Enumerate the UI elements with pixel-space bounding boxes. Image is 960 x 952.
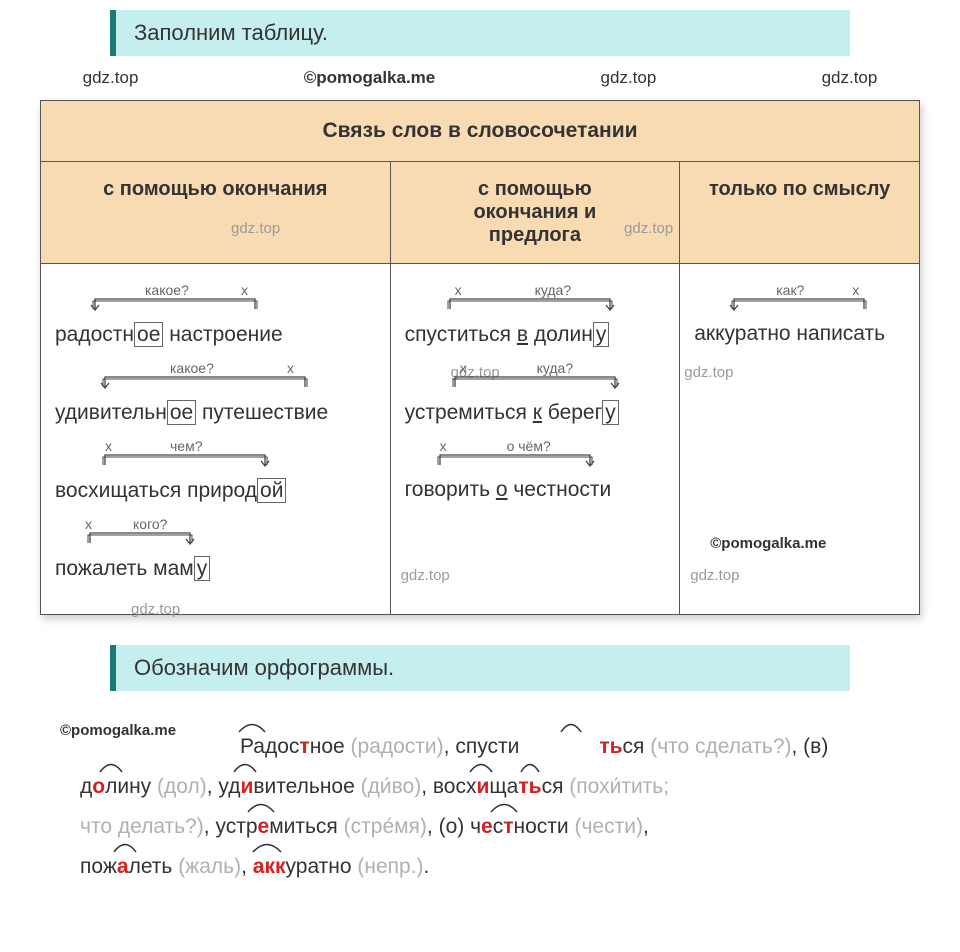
- x-mark: х: [455, 282, 462, 298]
- ortho-word: пожалеть: [80, 847, 172, 887]
- watermark: gdz.top: [83, 68, 139, 88]
- ending-box: ое: [134, 322, 163, 347]
- watermark: gdz.top: [131, 601, 180, 618]
- watermark: ©pomogalka.me: [304, 68, 436, 88]
- question-label: какое?: [170, 360, 214, 376]
- ending-box: у: [593, 322, 610, 347]
- x-mark: х: [460, 360, 467, 376]
- phrase-text: говорить о честности: [405, 478, 612, 502]
- ortho-word: ть: [518, 767, 541, 807]
- phrase-text: радостное настроение: [55, 322, 283, 347]
- watermark: ©pomogalka.me: [710, 535, 826, 552]
- header-text: с помощью: [401, 178, 670, 201]
- column-header-2: с помощью окончания и предлога gdz.top: [390, 162, 680, 264]
- arc-icon: [519, 761, 541, 773]
- question-label: как?: [776, 282, 804, 298]
- main-table: Связь слов в словосочетании с помощью ок…: [40, 100, 920, 615]
- cell-col2: х куда? спуститься в долину gdz.top х ку…: [390, 264, 680, 615]
- cell-col3: как? х аккуратно написать gdz.top ©pomog…: [680, 264, 920, 615]
- phrase-text: аккуратно написать: [694, 322, 885, 346]
- ortho-word: т: [503, 807, 513, 847]
- banner-text: Обозначим орфограммы.: [134, 655, 394, 680]
- watermark-row-top: gdz.top ©pomogalka.me gdz.top gdz.top: [0, 68, 960, 88]
- arrow-icon: [724, 297, 874, 311]
- arc-icon: [246, 801, 276, 813]
- ortho-line: пожалеть (жаль), аккуратно (непр.).: [80, 847, 880, 887]
- x-mark: х: [440, 438, 447, 454]
- arc-icon: [251, 841, 283, 853]
- arc-icon: [559, 721, 583, 733]
- arrow-icon: [430, 453, 600, 467]
- arc-icon: [489, 801, 519, 813]
- ending-box: у: [602, 400, 619, 425]
- phrase-text: устремиться к берегу: [405, 400, 619, 425]
- banner-fill-table: Заполним таблицу.: [110, 10, 850, 56]
- ortho-word: акк: [253, 847, 286, 887]
- watermark: gdz.top: [401, 567, 450, 584]
- question-label: кого?: [133, 516, 167, 532]
- phrase-block: какое? х радостное настроение: [55, 312, 376, 352]
- phrase-block: х кого? пожалеть маму: [55, 546, 376, 586]
- ortho-word: долину: [80, 767, 151, 807]
- phrase-block: х куда? устремиться к берегу: [405, 390, 666, 430]
- arc-icon: [98, 761, 124, 773]
- phrase-text: спуститься в долину: [405, 322, 610, 347]
- header-text: с помощью окончания: [103, 178, 327, 200]
- table-title: Связь слов в словосочетании: [41, 101, 920, 162]
- phrase-text: восхищаться природой: [55, 478, 286, 503]
- phrase-block: х о чём? говорить о честности: [405, 468, 666, 508]
- ortho-line: что делать?), устремиться (стре́мя), (о)…: [80, 807, 880, 847]
- ortho-line: долину (дол), удивительное (ди́во), восх…: [80, 767, 880, 807]
- question-label: чем?: [170, 438, 203, 454]
- question-label: о чём?: [507, 438, 551, 454]
- phrase-text: пожалеть маму: [55, 556, 210, 581]
- x-mark: х: [852, 282, 859, 298]
- phrase-block: х чем? восхищаться природой: [55, 468, 376, 508]
- question-label: куда?: [537, 360, 574, 376]
- watermark: gdz.top: [684, 364, 733, 381]
- x-mark: х: [105, 438, 112, 454]
- arc-icon: [232, 761, 258, 773]
- arrow-icon: [95, 375, 315, 389]
- arc-icon: [468, 761, 494, 773]
- cell-col1: какое? х радостное настроение какое? х: [41, 264, 391, 615]
- preposition: к: [533, 401, 542, 424]
- banner-text: Заполним таблицу.: [134, 20, 328, 45]
- preposition: о: [496, 478, 508, 501]
- x-mark: х: [287, 360, 294, 376]
- phrase-text: удивительное путешествие: [55, 400, 328, 425]
- preposition: в: [517, 323, 528, 346]
- watermark: gdz.top: [601, 68, 657, 88]
- arc-icon: [112, 841, 138, 853]
- watermark: ©pomogalka.me: [60, 717, 176, 746]
- column-header-3: только по смыслу: [680, 162, 920, 264]
- watermark: gdz.top: [822, 68, 878, 88]
- orthogram-section: ©pomogalka.me Радостное (радости), спуст…: [80, 727, 880, 887]
- arrow-icon: [440, 297, 620, 311]
- arrow-icon: [80, 531, 200, 545]
- watermark: gdz.top: [690, 567, 739, 584]
- x-mark: х: [85, 516, 92, 532]
- arrow-icon: [95, 453, 275, 467]
- phrase-block: какое? х удивительное путешествие: [55, 390, 376, 430]
- arc-icon: [237, 721, 267, 733]
- watermark: gdz.top: [231, 220, 280, 237]
- ending-box: ое: [167, 400, 196, 425]
- phrase-block: как? х аккуратно написать: [694, 312, 905, 352]
- ending-box: ой: [257, 478, 286, 503]
- ortho-word: и: [476, 767, 489, 807]
- arrow-icon: [445, 375, 625, 389]
- column-header-1: с помощью окончания gdz.top: [41, 162, 391, 264]
- question-label: какое?: [145, 282, 189, 298]
- question-label: куда?: [535, 282, 572, 298]
- ending-box: у: [194, 556, 211, 581]
- watermark: gdz.top: [624, 220, 673, 237]
- x-mark: х: [241, 282, 248, 298]
- arrow-icon: [85, 297, 265, 311]
- phrase-block: х куда? спуститься в долину: [405, 312, 666, 352]
- banner-orthograms: Обозначим орфограммы.: [110, 645, 850, 691]
